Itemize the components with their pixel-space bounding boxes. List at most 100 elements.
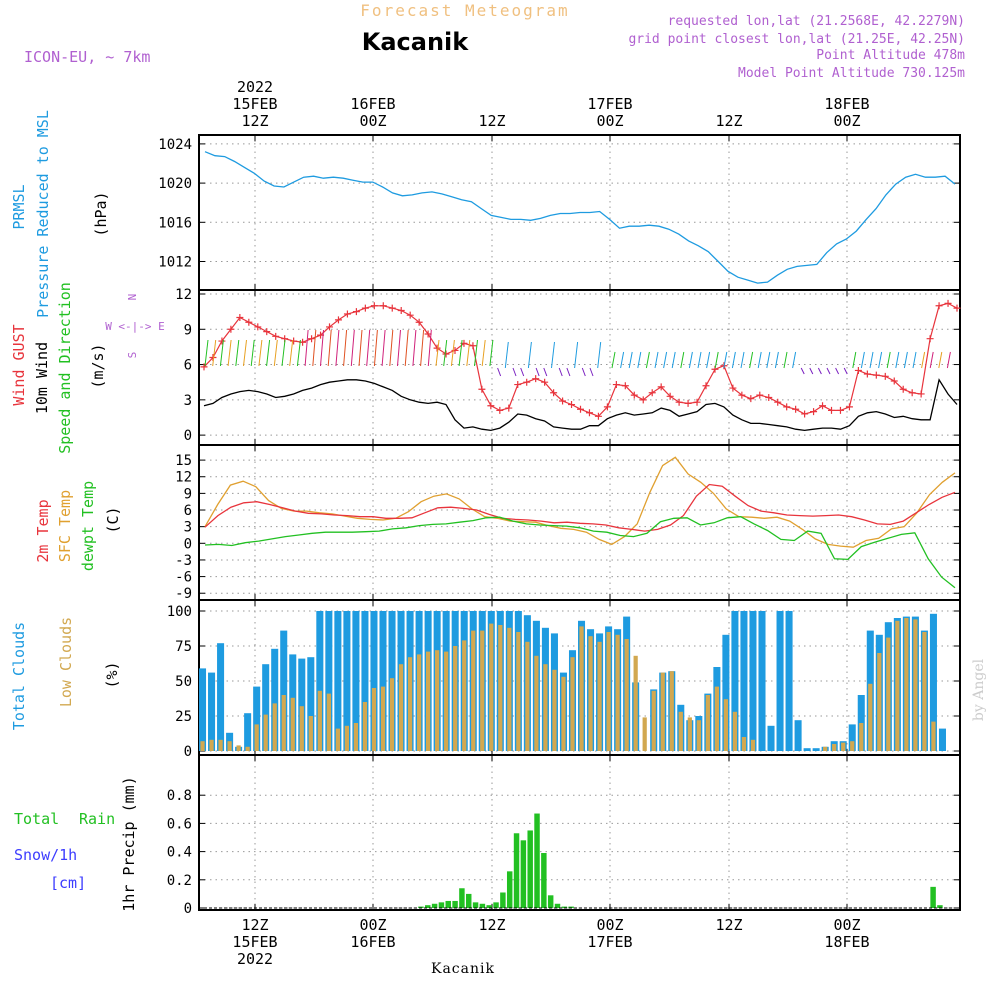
rain-bar	[486, 905, 492, 908]
wind-direction-arrow	[219, 339, 224, 367]
total-clouds-bar	[298, 658, 306, 751]
temp-dewpt-label: dewpt Temp	[79, 481, 97, 571]
low-clouds-bar	[444, 651, 449, 751]
wind-gust-marker	[424, 330, 432, 338]
wind-gust-marker	[361, 304, 369, 312]
wind-gust-marker	[899, 385, 907, 393]
wind-speed-line	[203, 378, 958, 432]
wind-direction-arrow	[878, 351, 883, 369]
wind-gust-marker	[881, 372, 889, 380]
pressure-label-prmsl: PRMSL	[10, 184, 28, 229]
pressure-panel: 1024 1020 1016 1012	[158, 134, 961, 291]
y-tick-label: 25	[175, 709, 192, 725]
low-clouds-bar	[904, 618, 909, 751]
wind-gust-marker	[801, 410, 809, 418]
wind-direction-arrow	[243, 339, 247, 367]
y-tick-label: 6	[184, 358, 192, 374]
wind-direction-arrow	[466, 339, 471, 367]
wind-gust-marker	[621, 382, 629, 390]
wind-direction-arrow	[597, 341, 602, 369]
temp-sfc-label: SFC Temp	[56, 490, 74, 562]
low-clouds-bar	[886, 637, 891, 751]
compass-south: S	[126, 352, 139, 359]
wind-gust-marker	[478, 385, 486, 393]
wind-gust-marker	[639, 396, 647, 404]
y-tick-label: 3	[184, 520, 192, 536]
low-clouds-bar	[362, 702, 368, 751]
wind-gust-marker	[926, 335, 934, 343]
wind-gust-marker	[343, 310, 351, 318]
rain-bar	[568, 906, 574, 908]
wind-direction-arrow	[373, 329, 378, 367]
total-clouds-bar	[785, 611, 793, 751]
wind-gust-marker	[765, 393, 773, 401]
wind-direction-arrow	[481, 339, 486, 367]
y-tick-label: 9	[184, 486, 192, 502]
y-tick-label: 12	[175, 287, 192, 303]
bottom-label-day: 18FEB	[824, 933, 869, 951]
top-label-day: 15FEB	[232, 95, 277, 113]
low-clouds-bar	[579, 626, 584, 751]
low-clouds-bar	[380, 686, 386, 751]
bottom-label-day: 17FEB	[587, 933, 632, 951]
rain-bar	[541, 853, 547, 908]
wind-direction-arrow	[266, 339, 271, 367]
wind-gust-marker	[944, 299, 952, 307]
low-clouds-bar	[426, 651, 431, 751]
low-clouds-bar	[308, 716, 313, 751]
total-clouds-bar	[776, 611, 784, 751]
wind-gust-marker	[254, 323, 262, 331]
wind-gust-marker	[308, 335, 316, 343]
wind-direction-arrow	[343, 329, 348, 367]
wind-gust-marker	[836, 406, 844, 414]
wind-direction-arrow	[296, 339, 301, 367]
pressure-line	[204, 151, 956, 284]
low-clouds-bar	[570, 657, 575, 751]
top-label-hour: 12Z	[715, 112, 742, 130]
wind-gust-marker	[854, 366, 862, 374]
rain-bar	[937, 905, 943, 908]
compass-north: N	[126, 294, 139, 301]
rain-bar	[500, 892, 506, 908]
low-clouds-bar	[850, 741, 855, 751]
clouds-panel: 100 75 50 25 0	[167, 599, 961, 760]
low-clouds-bar	[344, 725, 350, 751]
wind-gust-marker	[935, 302, 943, 310]
rain-bar	[445, 900, 451, 908]
low-clouds-bar	[913, 619, 918, 751]
total-clouds-bar	[343, 611, 351, 751]
total-clouds-bar	[262, 664, 270, 751]
wind-gust-marker	[594, 412, 602, 420]
y-tick-label: 75	[175, 639, 192, 655]
low-clouds-bar	[823, 746, 828, 751]
panel-frame	[198, 754, 961, 911]
rain-bar	[493, 902, 499, 908]
low-clouds-bar	[922, 632, 927, 751]
top-label-hour: 00Z	[596, 112, 623, 130]
total-clouds-bar	[217, 643, 225, 751]
wind-direction-arrow	[826, 367, 831, 375]
watermark: by Angel	[971, 658, 987, 721]
wind-gust-marker	[442, 350, 450, 358]
wind-direction-arrow	[404, 329, 409, 367]
wind-gust-marker	[810, 408, 818, 416]
rain-bar	[418, 906, 424, 908]
low-clouds-bar	[687, 717, 692, 751]
wind-direction-arrow	[335, 329, 340, 367]
bottom-label-day: 16FEB	[350, 933, 395, 951]
temp-unit: (C)	[104, 506, 122, 533]
total-clouds-bar	[848, 724, 856, 751]
low-clouds-bar	[534, 655, 539, 751]
y-tick-label: 100	[167, 604, 192, 620]
wind-gust-marker	[585, 409, 593, 417]
model-altitude: Model Point Altitude 730.125m	[738, 66, 965, 81]
low-clouds-bar	[435, 650, 440, 751]
rain-bar	[425, 905, 431, 908]
wind-direction-arrow	[412, 329, 417, 367]
wind-gust-marker	[612, 381, 620, 389]
wind-gust-marker	[738, 391, 746, 399]
low-clouds-bar	[561, 676, 566, 751]
wind-direction-arrow	[504, 341, 509, 369]
low-clouds-bar	[218, 739, 223, 751]
low-clouds-bar	[633, 655, 638, 751]
